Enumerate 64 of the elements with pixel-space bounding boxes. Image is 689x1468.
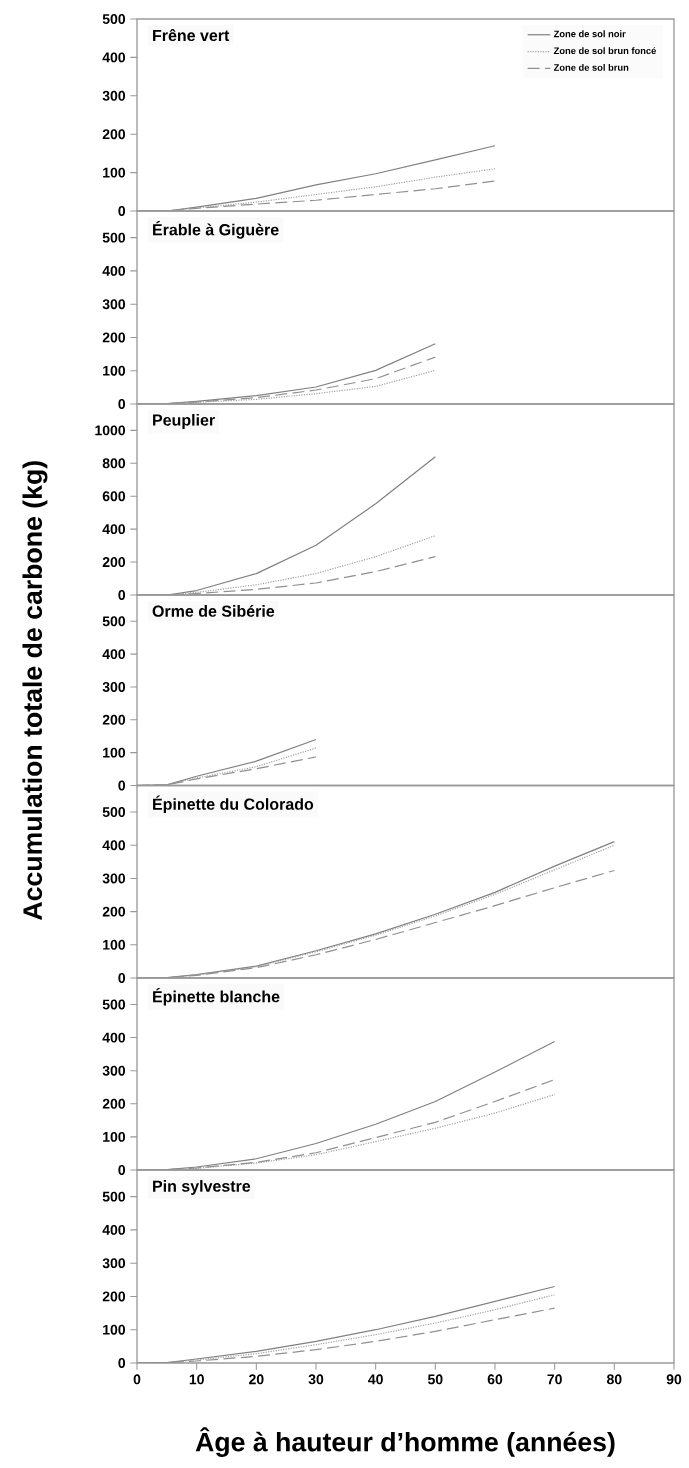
y-tick-label: 100 (103, 365, 126, 376)
legend-label: Zone de sol brun foncé (553, 47, 656, 55)
y-tick-label: 300 (102, 1258, 126, 1269)
x-tick-label: 70 (547, 1374, 562, 1385)
x-tick-label: 50 (427, 1374, 443, 1385)
x-tick-label: 60 (487, 1374, 503, 1385)
y-tick-label: 500 (102, 999, 126, 1010)
y-tick-label: 0 (118, 1358, 126, 1368)
x-axis-title: Âge à hauteur d’homme (années) (195, 1427, 615, 1457)
y-tick-label: 0 (118, 973, 126, 983)
y-tick-label: 200 (102, 714, 126, 725)
x-tick-label: 20 (249, 1374, 264, 1385)
y-tick-label: 500 (102, 14, 126, 24)
y-tick-label: 1000 (95, 425, 126, 436)
y-tick-label: 100 (103, 747, 126, 758)
y-tick-label: 300 (102, 1065, 126, 1076)
y-tick-label: 500 (102, 1191, 126, 1202)
x-tick-label: 90 (666, 1374, 682, 1385)
y-tick-label: 200 (102, 557, 126, 568)
y-axis-title: Accumulation totale de carbone (kg) (22, 461, 48, 920)
y-tick-label: 200 (102, 1098, 126, 1109)
y-tick-label: 0 (118, 590, 126, 600)
y-tick-label: 400 (102, 52, 126, 63)
y-tick-label: 300 (102, 299, 126, 310)
text: Frêne vert (153, 29, 230, 42)
y-tick-label: 400 (102, 265, 126, 276)
y-tick-label: 100 (103, 1131, 126, 1142)
y-tick-label: 300 (102, 682, 126, 692)
x-tick-label: 10 (189, 1374, 204, 1385)
y-tick-label: 600 (102, 491, 126, 502)
y-tick-label: 400 (102, 524, 126, 535)
y-tick-label: 200 (102, 332, 126, 343)
y-tick-label: 100 (103, 167, 126, 178)
y-tick-label: 300 (102, 90, 126, 101)
x-tick-label: 30 (308, 1374, 324, 1385)
y-tick-label: 0 (118, 206, 126, 216)
text: Pin sylvestre (153, 1180, 251, 1195)
y-tick-label: 100 (103, 1324, 126, 1335)
y-tick-label: 300 (102, 873, 126, 884)
y-tick-label: 500 (102, 232, 126, 243)
y-tick-label: 100 (103, 939, 126, 950)
y-tick-label: 500 (102, 616, 126, 627)
text: Épinette blanche (153, 988, 280, 1006)
y-tick-label: 200 (102, 129, 126, 140)
y-tick-label: 400 (102, 1224, 126, 1235)
text: Érable à Giguère (153, 221, 279, 239)
legend-label: Zone de sol brun (553, 63, 629, 71)
y-tick-label: 400 (102, 840, 126, 851)
chart-title: Orme de Sibérie (152, 604, 275, 617)
y-tick-label: 0 (118, 780, 126, 791)
y-tick-label: 200 (102, 1291, 126, 1302)
text: Épinette du Colorado (153, 795, 314, 814)
legend-label: Zone de sol noir (553, 30, 626, 38)
x-tick-label: 80 (606, 1374, 622, 1385)
y-tick-label: 800 (102, 458, 126, 469)
x-tick-label: 0 (133, 1374, 141, 1385)
y-tick-label: 400 (102, 1032, 126, 1043)
y-tick-label: 0 (118, 399, 126, 409)
y-tick-label: 500 (102, 807, 126, 818)
x-tick-label: 40 (368, 1374, 383, 1385)
text: Peuplier (153, 414, 215, 429)
y-tick-label: 200 (102, 906, 126, 917)
y-tick-label: 0 (118, 1165, 126, 1175)
y-tick-label: 400 (102, 649, 126, 660)
